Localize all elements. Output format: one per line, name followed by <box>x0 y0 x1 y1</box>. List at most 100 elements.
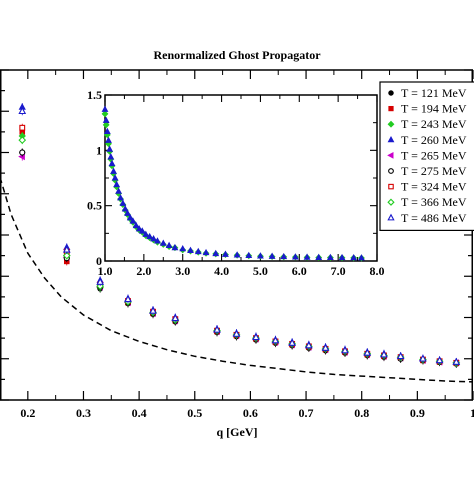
x-tick-label: 0.6 <box>243 406 258 420</box>
data-point <box>171 313 180 322</box>
legend-item: T = 260 MeV <box>387 133 467 147</box>
inset-data-point <box>350 253 358 261</box>
legend-marker <box>387 135 395 143</box>
data-point <box>19 124 26 131</box>
legend-item: T = 275 MeV <box>388 164 467 178</box>
data-point <box>149 306 157 314</box>
inset-data-point <box>117 194 124 201</box>
x-tick-label: 0.2 <box>20 406 35 420</box>
legend-marker <box>388 90 394 96</box>
inset-data-point <box>119 199 127 206</box>
inset-data-point <box>222 250 229 257</box>
inset-data-point <box>106 145 114 152</box>
inset-data-point <box>159 239 167 246</box>
inset-y-tick-label: 0.5 <box>87 199 102 213</box>
legend-item: T = 121 MeV <box>388 86 467 100</box>
data-point <box>452 357 461 365</box>
inset-data-point <box>101 110 109 118</box>
legend-item: T = 486 MeV <box>387 211 467 225</box>
data-point <box>419 354 427 362</box>
inset-data-point <box>126 214 134 221</box>
legend-label: T = 324 MeV <box>401 180 467 194</box>
inset-data-point <box>124 209 131 216</box>
chart-title: Renormalized Ghost Propagator <box>153 48 321 62</box>
data-point <box>271 336 280 344</box>
data-point <box>62 245 71 253</box>
legend-label: T = 366 MeV <box>401 195 467 209</box>
data-point <box>124 294 132 303</box>
data-point <box>396 351 405 360</box>
data-point <box>252 332 260 341</box>
legend-label: T = 260 MeV <box>401 133 467 147</box>
x-tick-label: 0.4 <box>132 406 147 420</box>
x-tick-label: 0.5 <box>187 406 202 420</box>
x-tick-label: 0.7 <box>299 406 314 420</box>
data-point <box>18 136 27 144</box>
inset-data-point <box>115 187 122 194</box>
dashed-reference-curve <box>0 176 474 383</box>
legend-box <box>379 81 474 231</box>
legend-label: T = 275 MeV <box>401 164 467 178</box>
inset-y-tick-label: 0 <box>96 254 102 268</box>
data-point <box>341 346 349 354</box>
inset-data-point <box>105 136 112 143</box>
data-point <box>213 325 221 333</box>
legend-label: T = 243 MeV <box>401 117 467 131</box>
inset-data-point <box>101 105 109 112</box>
series-8 <box>18 106 461 367</box>
inset-data-point <box>358 254 365 261</box>
data-point <box>288 338 297 346</box>
legend-marker <box>388 105 394 112</box>
inset-data-point <box>135 225 143 232</box>
inset-data-point <box>212 249 220 257</box>
inset-data-point <box>257 252 264 259</box>
data-point <box>435 356 444 364</box>
legend-label: T = 265 MeV <box>401 148 467 162</box>
legend-marker <box>387 120 395 128</box>
inset-data-point <box>110 167 117 174</box>
inset-y-tick-label: 1.5 <box>87 88 102 102</box>
inset-data-point <box>233 251 241 258</box>
inset-data-point <box>150 235 157 242</box>
data-point <box>96 277 105 285</box>
inset-data-point <box>111 174 119 181</box>
x-tick-label: 1 <box>470 406 474 420</box>
inset-frame <box>104 94 378 262</box>
legend-marker <box>387 213 395 221</box>
x-tick-label: 0.9 <box>410 406 425 420</box>
legend-marker <box>388 183 394 190</box>
inset-y-tick-label: 1 <box>96 143 102 157</box>
inset-data-point <box>142 230 150 237</box>
inset-data-point <box>107 153 115 160</box>
inset-x-tick-label: 6.0 <box>292 264 307 278</box>
legend-label: T = 486 MeV <box>401 211 467 225</box>
data-point <box>321 343 330 351</box>
data-point <box>18 106 27 115</box>
x-axis-label: q [GeV] <box>217 425 258 439</box>
inset-data-point <box>303 253 311 260</box>
legend-item: T = 243 MeV <box>387 117 467 131</box>
inset-data-point <box>187 246 194 253</box>
inset-series-1 <box>101 105 365 261</box>
data-point <box>232 329 241 337</box>
inset-data-point <box>132 221 140 229</box>
legend-marker <box>387 152 394 159</box>
inset-data-point <box>268 252 276 259</box>
inset-data-point <box>245 251 253 259</box>
inset-x-tick-label: 2.0 <box>136 264 151 278</box>
legend-item: T = 194 MeV <box>388 102 467 116</box>
inset-data-point <box>154 237 161 244</box>
inset-data-point <box>108 159 116 167</box>
inset-x-tick-label: 3.0 <box>175 264 190 278</box>
inset-plot: 1.0 2.0 3.0 4.0 5.0 6.0 7.0 8.0 0 0.5 1 1.5 <box>87 88 385 278</box>
inset-data-point <box>165 241 173 248</box>
inset-data-point <box>129 217 137 224</box>
inset-data-point <box>103 127 111 135</box>
main-plot: 0.2 0.3 0.4 0.5 0.6 0.7 0.8 0.9 1 <box>0 69 474 420</box>
legend-item: T = 366 MeV <box>387 195 467 209</box>
inset-x-tick-label: 5.0 <box>253 264 268 278</box>
legend-label: T = 121 MeV <box>401 86 467 100</box>
data-point <box>62 251 71 260</box>
inset-data-point <box>113 180 121 188</box>
